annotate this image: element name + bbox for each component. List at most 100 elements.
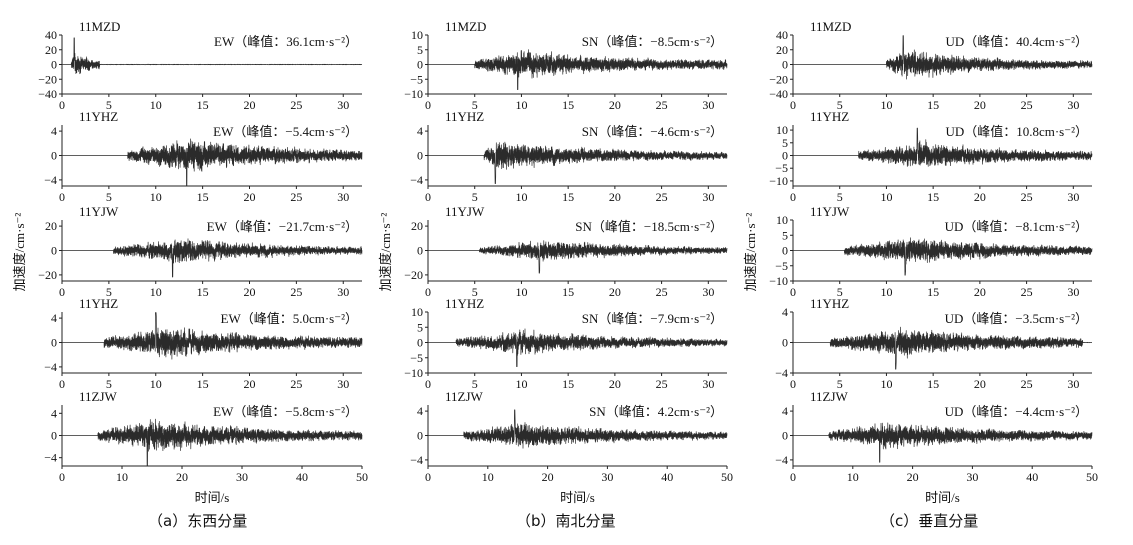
x-tick-label: 0 xyxy=(790,377,796,391)
x-tick-label: 50 xyxy=(1086,470,1098,484)
y-tick-label: 20 xyxy=(45,219,57,233)
y-tick-label: 4 xyxy=(417,124,423,138)
station-label: 11YHZ xyxy=(79,296,118,311)
x-tick-label: 25 xyxy=(1021,190,1033,204)
y-axis-title: 加速度/cm·s⁻² xyxy=(12,213,27,292)
x-tick-label: 20 xyxy=(244,98,256,112)
y-tick-label: 0 xyxy=(51,244,57,258)
y-tick-label: 4 xyxy=(782,404,788,418)
x-tick-label: 10 xyxy=(515,98,527,112)
waveform-trace xyxy=(792,237,1093,276)
station-label: 11MZD xyxy=(79,19,120,34)
x-tick-label: 20 xyxy=(542,470,554,484)
y-tick-label: −40 xyxy=(769,87,788,101)
x-tick-label: 20 xyxy=(974,285,986,299)
y-tick-label: −5 xyxy=(410,351,423,365)
y-tick-label: −40 xyxy=(38,87,57,101)
x-tick-label: 0 xyxy=(425,470,431,484)
x-tick-label: 5 xyxy=(472,285,478,299)
x-tick-label: 0 xyxy=(790,470,796,484)
x-tick-label: 15 xyxy=(562,377,574,391)
y-tick-label: 5 xyxy=(782,228,788,242)
y-tick-label: 0 xyxy=(782,336,788,350)
x-tick-label: 5 xyxy=(837,98,843,112)
station-label: 11YHZ xyxy=(445,296,484,311)
x-tick-label: 15 xyxy=(197,98,209,112)
station-label: 11MZD xyxy=(810,19,851,34)
x-tick-label: 15 xyxy=(197,377,209,391)
y-tick-label: 10 xyxy=(411,305,423,319)
y-tick-label: 0 xyxy=(417,58,423,72)
x-tick-label: 5 xyxy=(472,98,478,112)
x-tick-label: 0 xyxy=(59,470,65,484)
station-label: 11ZJW xyxy=(79,389,118,404)
x-tick-label: 5 xyxy=(472,190,478,204)
x-tick-label: 0 xyxy=(790,190,796,204)
x-tick-label: 30 xyxy=(1067,190,1079,204)
station-label: 11YJW xyxy=(79,204,119,219)
x-tick-label: 5 xyxy=(472,377,478,391)
y-tick-label: 40 xyxy=(45,28,57,42)
y-axis-title: 加速度/cm·s⁻² xyxy=(378,213,393,292)
x-tick-label: 10 xyxy=(880,377,892,391)
waveform-trace xyxy=(427,409,728,449)
caption-north-south: （b）南北分量 xyxy=(516,512,616,530)
waveform-trace xyxy=(427,141,728,184)
x-axis-title: 时间/s xyxy=(195,490,230,505)
station-label: 11ZJW xyxy=(810,389,849,404)
x-tick-label: 20 xyxy=(609,98,621,112)
peak-annotation: EW（峰值：−5.4cm·s⁻²） xyxy=(213,124,358,139)
x-tick-label: 0 xyxy=(425,190,431,204)
y-tick-label: −20 xyxy=(38,72,57,86)
x-tick-label: 20 xyxy=(907,470,919,484)
x-tick-label: 20 xyxy=(609,377,621,391)
waveform-trace xyxy=(61,418,363,466)
peak-annotation: UD（峰值：−3.5cm·s⁻²） xyxy=(945,311,1088,326)
y-tick-label: 5 xyxy=(417,43,423,57)
x-tick-label: 5 xyxy=(106,98,112,112)
y-tick-label: 5 xyxy=(782,136,788,150)
station-label: 11YHZ xyxy=(79,109,118,124)
caption-vertical: （c）垂直分量 xyxy=(880,512,979,530)
x-tick-label: 30 xyxy=(337,285,349,299)
y-tick-label: 20 xyxy=(776,43,788,57)
x-tick-label: 25 xyxy=(290,377,302,391)
x-tick-label: 15 xyxy=(927,190,939,204)
x-tick-label: 10 xyxy=(116,470,128,484)
x-tick-label: 0 xyxy=(425,285,431,299)
x-tick-label: 10 xyxy=(880,285,892,299)
x-tick-label: 25 xyxy=(290,285,302,299)
x-tick-label: 10 xyxy=(150,98,162,112)
waveform-trace xyxy=(61,138,363,186)
y-tick-label: −5 xyxy=(775,161,788,175)
x-tick-label: 30 xyxy=(337,377,349,391)
y-tick-label: 4 xyxy=(782,305,788,319)
y-tick-label: 0 xyxy=(51,149,57,163)
y-tick-label: −4 xyxy=(775,453,788,467)
x-tick-label: 0 xyxy=(59,190,65,204)
x-axis-title: 时间/s xyxy=(925,490,960,505)
x-tick-label: 30 xyxy=(601,470,613,484)
station-label: 11YHZ xyxy=(810,296,849,311)
y-tick-label: −4 xyxy=(410,453,423,467)
x-tick-label: 5 xyxy=(837,190,843,204)
x-tick-label: 10 xyxy=(515,190,527,204)
station-label: 11YHZ xyxy=(810,109,849,124)
y-tick-label: 0 xyxy=(417,429,423,443)
y-tick-label: −20 xyxy=(38,268,57,282)
x-tick-label: 20 xyxy=(609,190,621,204)
peak-annotation: SN（峰值：−18.5cm·s⁻²） xyxy=(575,219,723,234)
waveform-trace xyxy=(61,238,363,278)
x-tick-label: 5 xyxy=(106,285,112,299)
waveform-trace xyxy=(792,127,1093,167)
peak-annotation: UD（峰值：−8.1cm·s⁻²） xyxy=(945,219,1088,234)
x-tick-label: 25 xyxy=(290,98,302,112)
x-tick-label: 20 xyxy=(244,285,256,299)
x-tick-label: 0 xyxy=(790,98,796,112)
x-tick-label: 15 xyxy=(562,190,574,204)
